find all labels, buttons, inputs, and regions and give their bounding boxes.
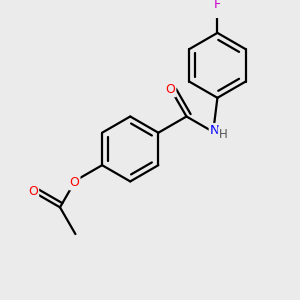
Text: H: H	[219, 128, 227, 141]
Text: O: O	[70, 176, 80, 189]
Text: O: O	[166, 83, 176, 96]
Text: N: N	[210, 124, 220, 137]
Text: O: O	[28, 185, 38, 198]
Text: F: F	[214, 0, 221, 11]
